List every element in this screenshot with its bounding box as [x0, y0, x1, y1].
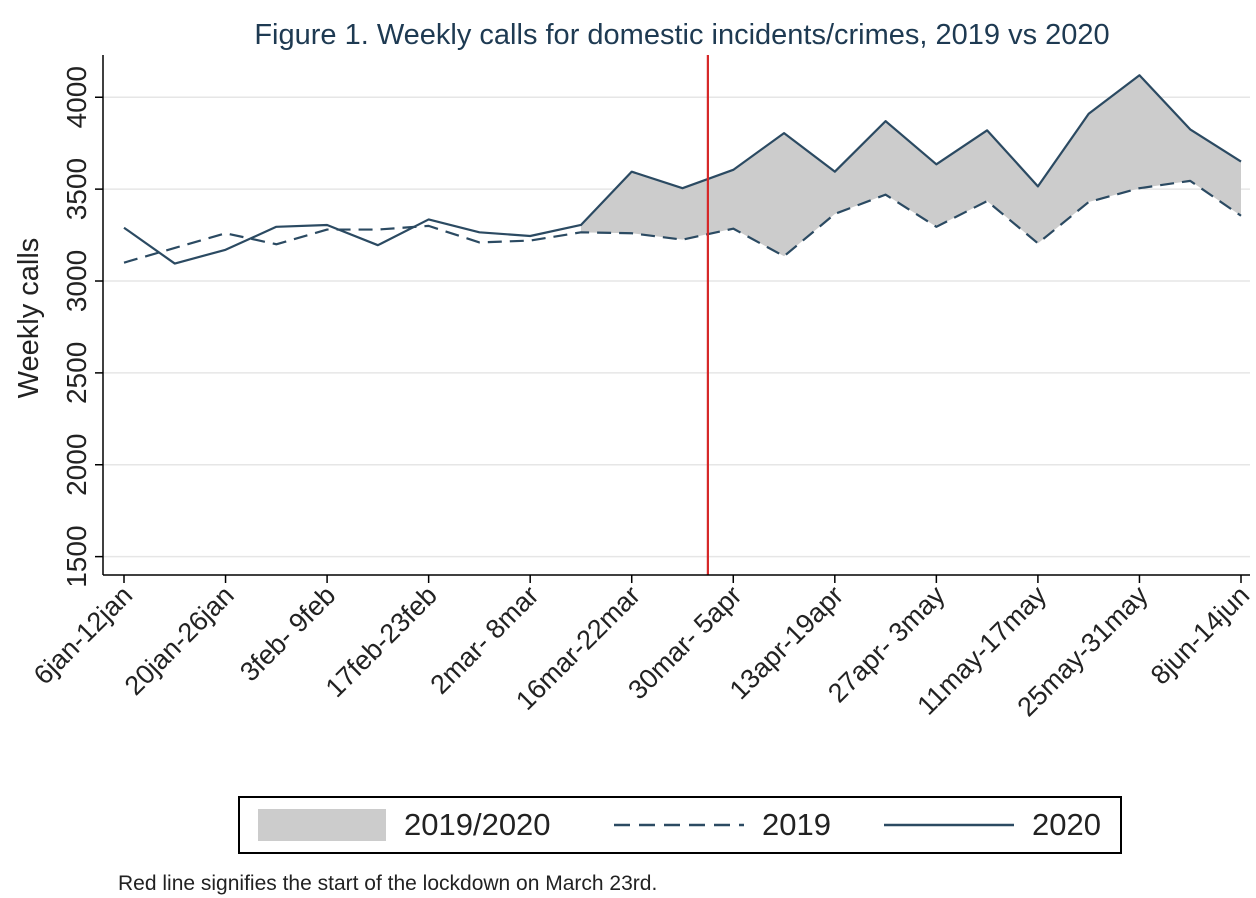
legend-swatch-solid [884, 823, 1014, 827]
x-tick-label: 3feb- 9feb [234, 580, 341, 687]
legend: 2019/2020 2019 2020 [238, 796, 1122, 854]
difference-area [580, 75, 1241, 257]
legend-item-2020: 2020 [884, 798, 1101, 852]
footnote: Red line signifies the start of the lock… [118, 872, 658, 895]
chart-title: Figure 1. Weekly calls for domestic inci… [254, 19, 1109, 51]
legend-label-2019: 2019 [762, 807, 831, 842]
legend-item-2019: 2019 [614, 798, 831, 852]
legend-label-2020: 2020 [1032, 807, 1101, 842]
y-tick-label: 4000 [61, 66, 92, 128]
legend-item-2019-2020: 2019/2020 [258, 798, 551, 852]
series-line-2020 [123, 74, 1242, 265]
legend-swatch-fill [258, 809, 386, 841]
legend-swatch-dashed [614, 823, 744, 827]
legend-label-fill: 2019/2020 [404, 807, 551, 842]
fill-area [580, 75, 1241, 257]
y-tick-label: 1500 [61, 525, 92, 587]
y-tick-label: 2500 [61, 342, 92, 404]
y-tick-labels: 1500 2000 2500 3000 3500 4000 [61, 66, 92, 588]
line-chart: Figure 1. Weekly calls for domestic inci… [13, 19, 1255, 723]
y-axis-label: Weekly calls [13, 238, 45, 399]
x-tick-label: 8jun-14jun [1145, 580, 1255, 690]
x-tick-label: 6jan-12jan [28, 580, 138, 690]
y-tick-label: 3500 [61, 158, 92, 220]
axes [95, 55, 1250, 583]
series-lines [123, 74, 1242, 265]
y-tick-label: 3000 [61, 250, 92, 312]
y-tick-label: 2000 [61, 434, 92, 496]
x-tick-label: 20jan-26jan [119, 580, 240, 701]
